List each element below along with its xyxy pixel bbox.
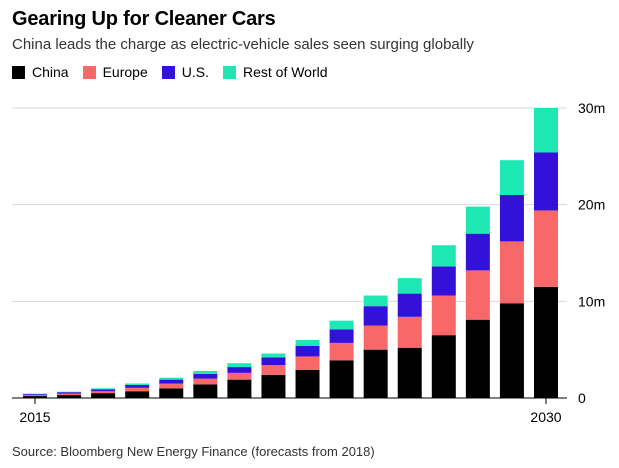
legend-swatch-rest-of-world (222, 65, 236, 79)
bar-rest-of-world-2019 (159, 377, 184, 380)
bar-europe-2020 (193, 378, 218, 385)
bar-china-2028 (465, 319, 490, 398)
bar-europe-2030 (534, 210, 558, 287)
bar-china-2022 (261, 374, 286, 398)
y-tick-label: 0 (578, 390, 586, 406)
bar-china-2016 (57, 395, 82, 398)
bar-u-s-2017 (91, 389, 116, 392)
bar-china-2025 (363, 349, 388, 398)
y-tick-label: 20m (578, 197, 605, 213)
legend-swatch-china (12, 65, 25, 79)
legend-item-us: U.S. (161, 64, 209, 80)
bar-rest-of-world-2026 (397, 278, 422, 294)
bar-u-s-2020 (193, 373, 218, 379)
bar-u-s-2026 (397, 293, 422, 317)
y-tick-label: 30m (578, 100, 605, 116)
bar-europe-2029 (499, 241, 524, 304)
bar-europe-2026 (397, 316, 422, 348)
bar-u-s-2028 (465, 233, 490, 271)
bar-rest-of-world-2021 (227, 363, 252, 368)
legend: China Europe U.S. Rest of World (12, 64, 342, 80)
y-tick-label: 10m (578, 293, 605, 309)
bar-europe-2018 (125, 387, 150, 392)
bar-europe-2027 (431, 295, 456, 336)
bar-u-s-2021 (227, 367, 252, 373)
bar-u-s-2018 (125, 384, 150, 388)
bar-rest-of-world-2027 (431, 245, 456, 267)
bar-europe-2022 (261, 365, 286, 375)
legend-label-china: China (32, 64, 69, 80)
bar-europe-2028 (465, 270, 490, 320)
bar-rest-of-world-2017 (91, 388, 116, 390)
source-text: Bloomberg New Energy Finance (forecasts … (60, 444, 375, 459)
legend-swatch-us (161, 65, 175, 79)
bar-china-2026 (397, 347, 422, 398)
bar-u-s-2027 (431, 266, 456, 296)
bar-rest-of-world-2023 (295, 340, 320, 346)
chart-title: Gearing Up for Cleaner Cars (12, 8, 276, 30)
source-prefix: Source: (12, 444, 61, 459)
bar-europe-2023 (295, 356, 320, 370)
bar-china-2024 (329, 360, 354, 398)
x-tick-label: 2015 (19, 409, 50, 425)
bar-u-s-2023 (295, 345, 320, 357)
bars (23, 108, 558, 398)
x-tick-label: 2030 (530, 409, 561, 425)
bar-rest-of-world-2024 (329, 320, 354, 330)
bar-europe-2015 (23, 395, 47, 397)
bar-rest-of-world-2030 (534, 108, 558, 153)
bar-u-s-2015 (23, 394, 47, 396)
bar-europe-2024 (329, 342, 354, 361)
bar-rest-of-world-2020 (193, 370, 218, 374)
legend-item-rest-of-world: Rest of World (222, 64, 328, 80)
legend-item-europe: Europe (82, 64, 148, 80)
bar-rest-of-world-2018 (125, 383, 150, 385)
legend-label-rest-of-world: Rest of World (242, 64, 328, 80)
bar-europe-2016 (57, 393, 82, 396)
legend-item-china: China (12, 64, 69, 80)
bar-u-s-2022 (261, 357, 286, 366)
bar-china-2018 (125, 391, 150, 398)
bar-china-2017 (91, 393, 116, 398)
bar-europe-2021 (227, 372, 252, 380)
bar-china-2030 (534, 286, 558, 398)
bar-u-s-2016 (57, 392, 82, 394)
bar-china-2029 (499, 303, 524, 398)
y-axis-ticks: 0 10m 20m 30m (578, 100, 605, 406)
bar-europe-2019 (159, 383, 184, 389)
chart-subtitle: China leads the charge as electric-vehic… (12, 36, 474, 53)
bar-u-s-2024 (329, 329, 354, 343)
bar-rest-of-world-2029 (499, 160, 524, 195)
bar-u-s-2029 (499, 195, 524, 242)
legend-label-us: U.S. (181, 64, 209, 80)
legend-swatch-europe (82, 65, 96, 79)
stacked-bar-chart: 0 10m 20m 30m 2015 2030 (12, 100, 605, 425)
bar-rest-of-world-2025 (363, 295, 388, 307)
bar-china-2015 (23, 396, 47, 398)
bar-rest-of-world-2028 (465, 206, 490, 234)
bar-u-s-2019 (159, 379, 184, 384)
bar-u-s-2025 (363, 306, 388, 326)
bar-u-s-2030 (534, 152, 558, 211)
bar-europe-2025 (363, 325, 388, 350)
bar-rest-of-world-2022 (261, 353, 286, 358)
x-axis-ticks: 2015 2030 (19, 398, 562, 425)
legend-label-europe: Europe (102, 64, 148, 80)
bar-china-2019 (159, 388, 184, 398)
bar-europe-2017 (91, 391, 116, 394)
bar-china-2020 (193, 384, 218, 398)
bar-china-2027 (431, 335, 456, 398)
bar-china-2023 (295, 369, 320, 398)
source-note: Source: Bloomberg New Energy Finance (fo… (12, 444, 375, 459)
bar-china-2021 (227, 379, 252, 398)
